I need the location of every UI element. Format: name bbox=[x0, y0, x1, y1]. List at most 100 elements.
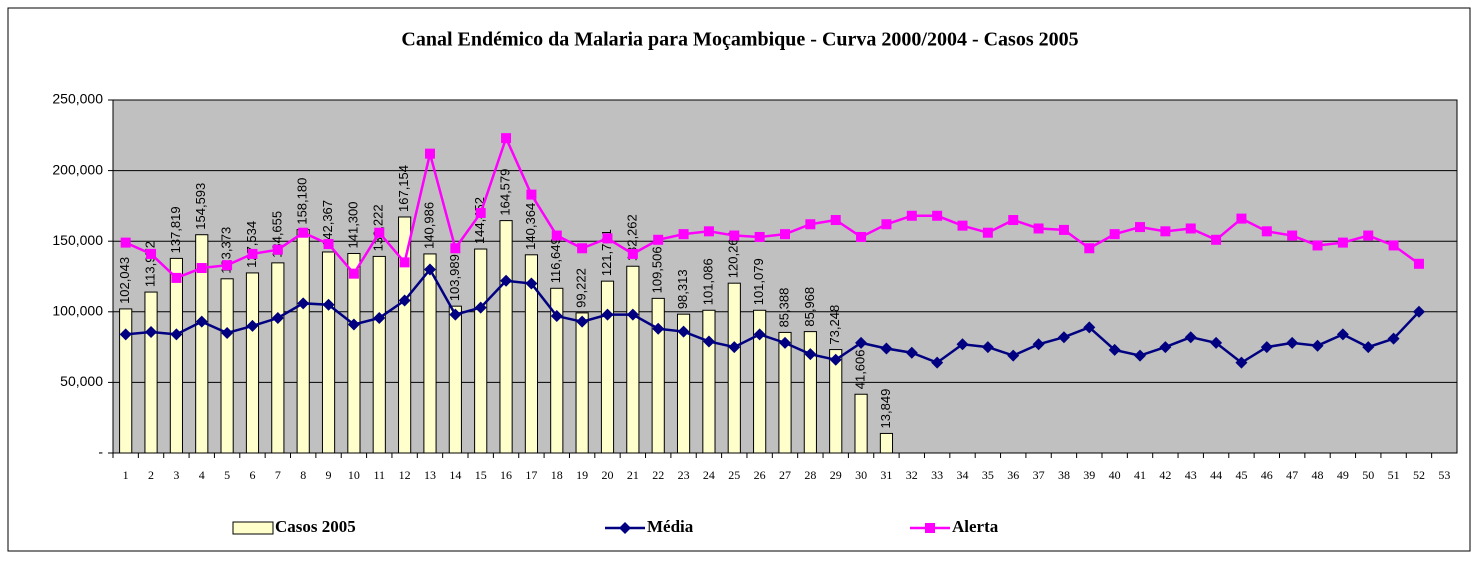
marker bbox=[1083, 321, 1096, 334]
marker bbox=[728, 341, 741, 354]
bar bbox=[474, 248, 488, 454]
marker bbox=[1362, 341, 1375, 354]
marker bbox=[703, 226, 714, 237]
marker bbox=[855, 336, 868, 349]
marker bbox=[753, 328, 766, 341]
marker bbox=[804, 348, 817, 361]
marker bbox=[577, 243, 588, 254]
x-tick-label: 19 bbox=[576, 468, 588, 482]
data-label: 41,606 bbox=[853, 349, 868, 389]
data-label: 102,043 bbox=[117, 257, 132, 304]
marker bbox=[1412, 305, 1425, 318]
legend-label: Média bbox=[647, 517, 694, 536]
marker bbox=[500, 274, 513, 287]
marker bbox=[1134, 349, 1147, 362]
x-tick-label: 42 bbox=[1159, 468, 1171, 482]
bar bbox=[550, 287, 564, 454]
data-label: 109,506 bbox=[650, 246, 665, 293]
bar bbox=[321, 251, 336, 454]
marker bbox=[1337, 237, 1348, 248]
line bbox=[125, 267, 1420, 365]
marker bbox=[1261, 226, 1272, 237]
marker bbox=[450, 243, 461, 254]
data-label: 137,819 bbox=[168, 206, 183, 253]
x-tick-label: 45 bbox=[1235, 468, 1247, 482]
x-tick-label: 8 bbox=[300, 468, 306, 482]
x-tick-label: 2 bbox=[148, 468, 154, 482]
data-label: 13,849 bbox=[878, 389, 893, 429]
y-tick-label: 100,000 bbox=[52, 303, 103, 319]
marker bbox=[551, 230, 562, 241]
x-tick-label: 17 bbox=[525, 468, 537, 482]
marker bbox=[221, 326, 234, 339]
data-label: 120,264 bbox=[726, 231, 741, 278]
marker bbox=[881, 219, 892, 230]
x-tick-label: 52 bbox=[1413, 468, 1425, 482]
x-tick-label: 9 bbox=[326, 468, 332, 482]
marker bbox=[298, 227, 309, 238]
marker bbox=[322, 298, 335, 311]
x-tick-label: 1 bbox=[123, 468, 129, 482]
marker bbox=[271, 312, 284, 325]
data-label: 158,180 bbox=[295, 178, 310, 225]
x-tick-label: 3 bbox=[173, 468, 179, 482]
bar bbox=[803, 331, 817, 454]
y-tick-label: 250,000 bbox=[52, 91, 103, 107]
marker bbox=[1387, 332, 1400, 345]
marker bbox=[1312, 240, 1323, 251]
bar bbox=[879, 432, 894, 454]
marker bbox=[981, 341, 994, 354]
data-label: 99,222 bbox=[574, 268, 589, 308]
legend-label: Casos 2005 bbox=[275, 517, 356, 536]
bar bbox=[347, 252, 361, 454]
legend-swatch bbox=[232, 521, 274, 535]
x-tick-label: 20 bbox=[601, 468, 613, 482]
marker bbox=[399, 257, 410, 268]
x-tick-label: 16 bbox=[500, 468, 512, 482]
marker bbox=[1135, 222, 1146, 233]
marker bbox=[602, 233, 613, 244]
marker bbox=[347, 318, 360, 331]
marker bbox=[1109, 229, 1120, 240]
data-label: 98,313 bbox=[675, 269, 690, 309]
bar bbox=[119, 308, 133, 454]
marker bbox=[525, 277, 538, 290]
marker bbox=[729, 230, 740, 241]
bar bbox=[398, 216, 412, 454]
x-tick-label: 35 bbox=[982, 468, 994, 482]
bar bbox=[144, 291, 158, 454]
x-tick-label: 34 bbox=[957, 468, 969, 482]
bar bbox=[245, 272, 260, 454]
data-label: 140,986 bbox=[421, 202, 436, 249]
marker bbox=[348, 268, 359, 279]
data-label: 141,300 bbox=[345, 201, 360, 248]
data-label: 85,968 bbox=[802, 287, 817, 327]
marker bbox=[1388, 240, 1399, 251]
marker bbox=[1260, 341, 1273, 354]
marker bbox=[805, 219, 816, 230]
data-label: 127,534 bbox=[244, 221, 259, 268]
marker bbox=[829, 353, 842, 366]
marker bbox=[653, 234, 664, 245]
marker bbox=[323, 239, 334, 250]
marker bbox=[550, 310, 563, 323]
x-tick-label: 24 bbox=[703, 468, 715, 482]
marker bbox=[1311, 339, 1324, 352]
data-label: 103,989 bbox=[447, 254, 462, 301]
bar bbox=[499, 220, 513, 454]
marker bbox=[856, 231, 867, 242]
x-tick-label: 26 bbox=[754, 468, 766, 482]
x-tick-label: 30 bbox=[855, 468, 867, 482]
bar bbox=[575, 312, 589, 454]
marker bbox=[1008, 215, 1019, 226]
x-tick-label: 25 bbox=[728, 468, 740, 482]
marker bbox=[170, 328, 183, 341]
y-tick-label: 50,000 bbox=[60, 373, 103, 389]
marker bbox=[1286, 336, 1299, 349]
x-tick-label: 4 bbox=[199, 468, 205, 482]
x-tick-label: 14 bbox=[449, 468, 461, 482]
marker bbox=[222, 260, 233, 271]
marker bbox=[398, 294, 411, 307]
bar bbox=[296, 229, 310, 454]
